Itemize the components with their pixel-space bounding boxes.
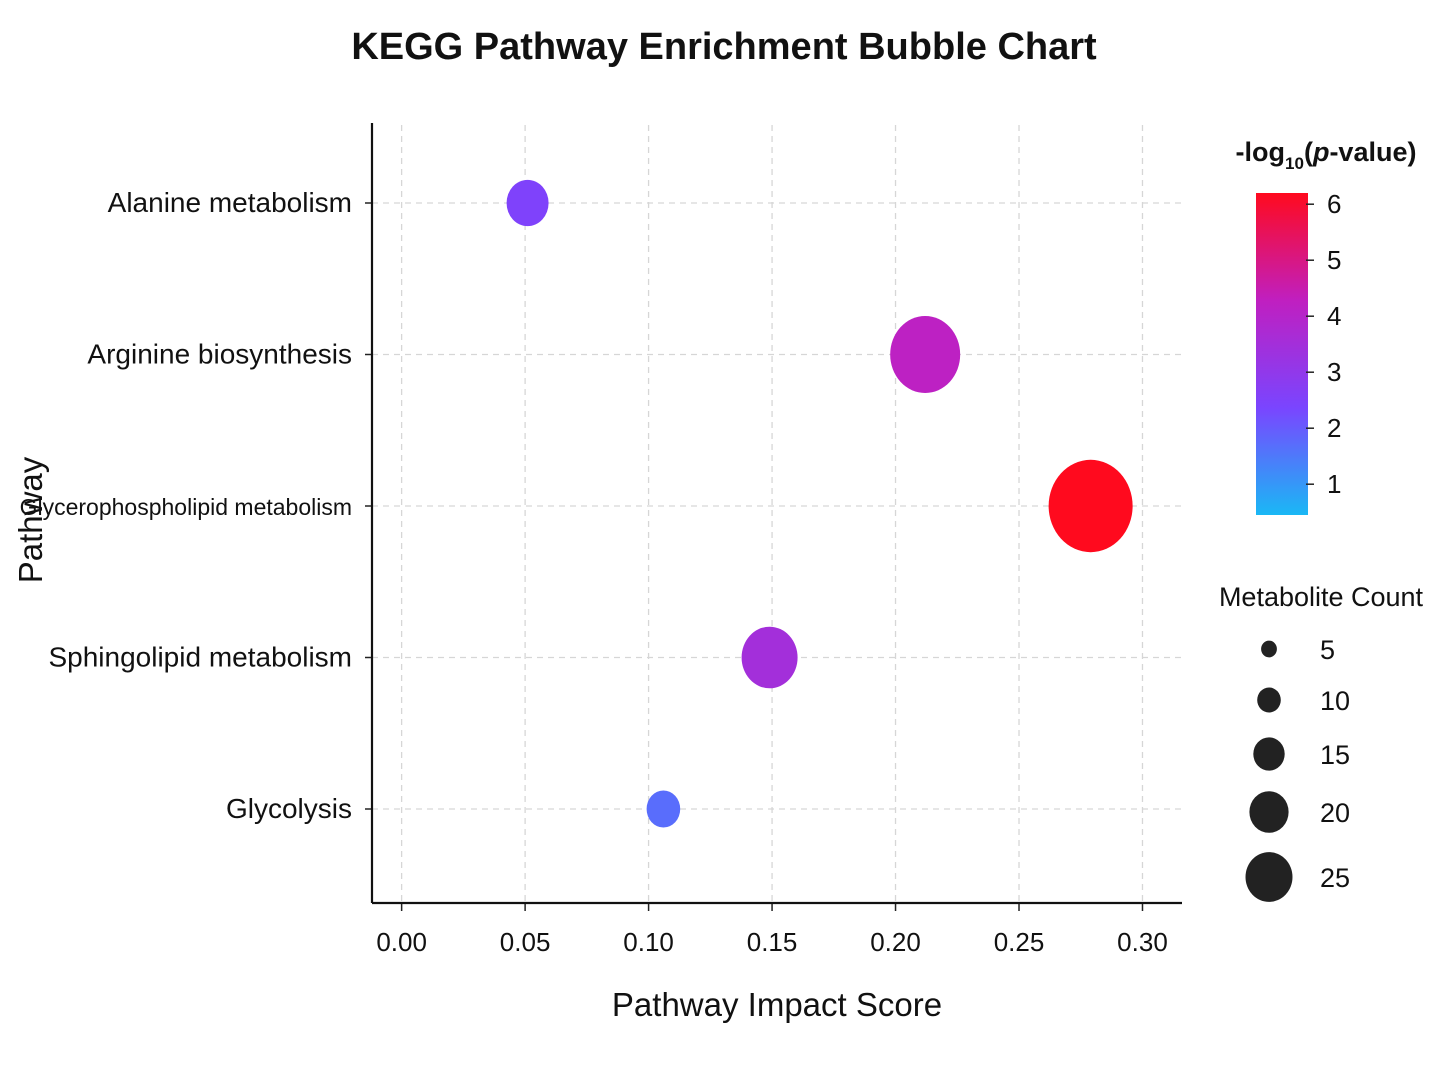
size-legend-label: 20: [1320, 798, 1350, 828]
bubbles: [506, 179, 1133, 828]
y-tick-label: Glycolysis: [226, 793, 352, 824]
bubble-point: [890, 316, 961, 393]
size-legend-marker: [1257, 687, 1281, 713]
bubble-point: [646, 790, 681, 828]
bubble-point: [506, 179, 549, 227]
x-axis-title: Pathway Impact Score: [612, 986, 942, 1023]
colorbar-tick-label: 4: [1327, 301, 1341, 331]
size-legend-marker: [1261, 640, 1277, 658]
axes: 0.00 0.05 0.10 0.15 0.20 0.25 0.30 Alanine meta…: [12, 123, 1182, 1023]
bubble-point: [741, 626, 798, 689]
colorbar-tick-label: 6: [1327, 189, 1341, 219]
x-tick-label: 0.05: [500, 927, 551, 957]
y-tick-label: Alanine metabolism: [108, 187, 352, 218]
size-legend-marker: [1249, 791, 1289, 833]
colorbar-legend: -log10(p-value) 1 2 3 4 5 6: [1236, 137, 1417, 515]
colorbar-title: -log10(p-value): [1236, 137, 1417, 173]
colorbar-tick-label: 3: [1327, 357, 1341, 387]
bubble-point: [1048, 459, 1133, 553]
size-legend-label: 5: [1320, 635, 1335, 665]
chart-title: KEGG Pathway Enrichment Bubble Chart: [351, 26, 1097, 68]
x-tick-label: 0.30: [1117, 927, 1168, 957]
x-tick-label: 0.10: [623, 927, 674, 957]
y-tick-label: Arginine biosynthesis: [87, 339, 352, 370]
size-legend-marker: [1245, 852, 1293, 902]
x-tick-label: 0.15: [747, 927, 798, 957]
size-legend-marker: [1253, 737, 1285, 771]
size-legend-label: 15: [1320, 740, 1350, 770]
colorbar-tick-label: 1: [1327, 469, 1341, 499]
x-tick-label: 0.25: [994, 927, 1045, 957]
size-legend-label: 25: [1320, 863, 1350, 893]
colorbar-tick-label: 2: [1327, 413, 1341, 443]
y-tick-label: Glycerophospholipid metabolism: [20, 494, 352, 520]
size-legend: Metabolite Count 5 10 15 20 25: [1219, 582, 1424, 902]
size-legend-label: 10: [1320, 686, 1350, 716]
y-tick-label: Sphingolipid metabolism: [48, 642, 352, 673]
colorbar-tick-label: 5: [1327, 245, 1341, 275]
size-legend-title: Metabolite Count: [1219, 582, 1424, 612]
y-axis-title: Pathway: [12, 456, 49, 583]
colorbar-gradient: [1256, 193, 1308, 515]
x-tick-label: 0.20: [870, 927, 921, 957]
x-tick-label: 0.00: [376, 927, 427, 957]
